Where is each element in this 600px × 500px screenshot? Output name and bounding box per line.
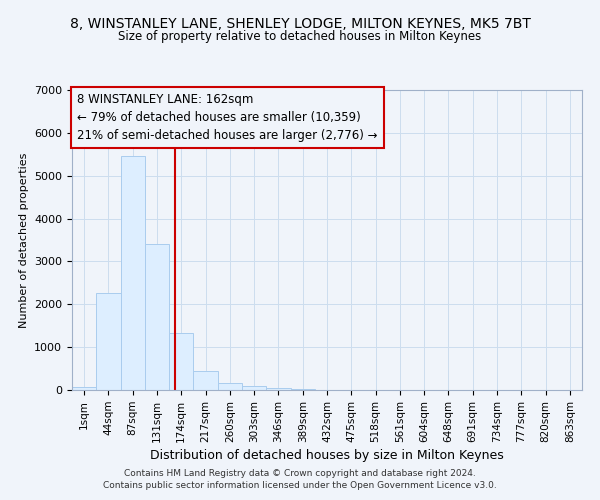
Bar xyxy=(145,244,169,390)
Bar xyxy=(218,382,242,390)
Bar xyxy=(72,387,96,390)
Bar xyxy=(193,371,218,390)
Bar xyxy=(96,292,121,390)
X-axis label: Distribution of detached houses by size in Milton Keynes: Distribution of detached houses by size … xyxy=(150,449,504,462)
Bar xyxy=(242,386,266,390)
Bar xyxy=(121,156,145,390)
Y-axis label: Number of detached properties: Number of detached properties xyxy=(19,152,29,328)
Bar xyxy=(169,333,193,390)
Bar xyxy=(266,388,290,390)
Text: Contains public sector information licensed under the Open Government Licence v3: Contains public sector information licen… xyxy=(103,481,497,490)
Bar xyxy=(290,389,315,390)
Text: 8, WINSTANLEY LANE, SHENLEY LODGE, MILTON KEYNES, MK5 7BT: 8, WINSTANLEY LANE, SHENLEY LODGE, MILTO… xyxy=(70,18,530,32)
Text: Contains HM Land Registry data © Crown copyright and database right 2024.: Contains HM Land Registry data © Crown c… xyxy=(124,468,476,477)
Text: 8 WINSTANLEY LANE: 162sqm
← 79% of detached houses are smaller (10,359)
21% of s: 8 WINSTANLEY LANE: 162sqm ← 79% of detac… xyxy=(77,93,377,142)
Text: Size of property relative to detached houses in Milton Keynes: Size of property relative to detached ho… xyxy=(118,30,482,43)
